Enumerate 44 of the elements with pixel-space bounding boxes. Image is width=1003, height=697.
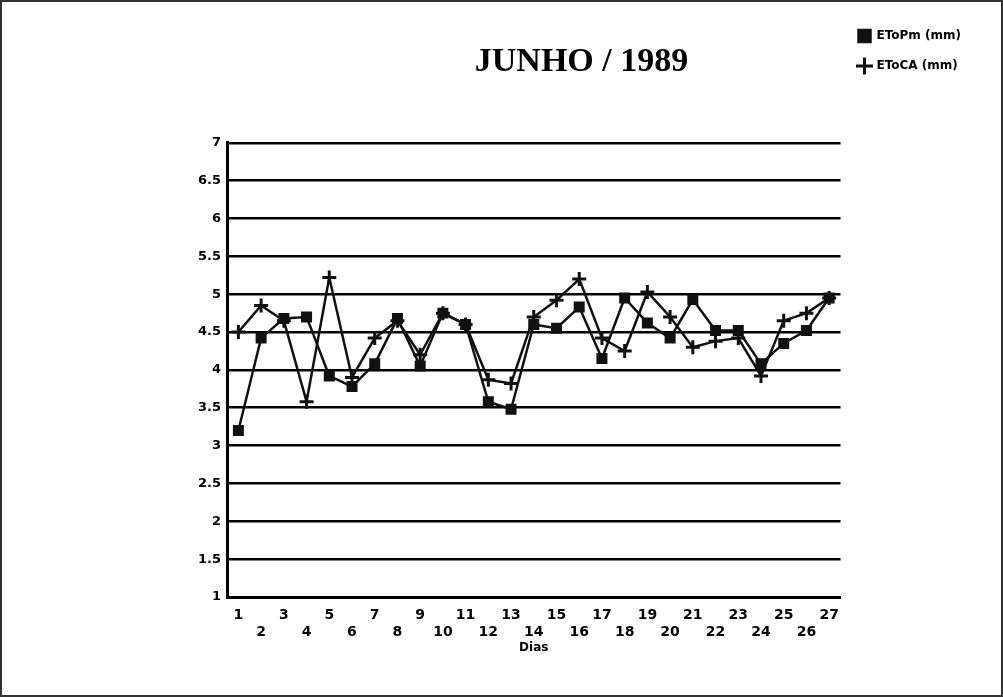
x-tick-label: 8	[392, 622, 403, 639]
y-tick-label: 1	[211, 588, 222, 604]
x-tick-label: 15	[546, 606, 567, 623]
x-axis-title: Dias	[519, 639, 549, 654]
x-tick-label: 6	[347, 622, 357, 639]
x-tick-label: 24	[751, 622, 771, 639]
x-tick-label: 25	[773, 606, 794, 623]
chart-title: JUNHO / 1989	[474, 41, 689, 79]
y-tick-label: 4.5	[198, 323, 222, 339]
x-tick-label: 23	[728, 606, 749, 623]
x-tick-label: 17	[592, 606, 612, 623]
x-tick-label: 22	[705, 622, 726, 639]
y-tick-label: 2.5	[198, 474, 222, 490]
x-tick-label: 9	[415, 606, 426, 623]
x-tick-label: 14	[524, 622, 544, 639]
x-tick-label: 20	[660, 622, 681, 639]
x-tick-label: 3	[278, 606, 289, 623]
legend-label: EToCA (mm)	[876, 58, 958, 73]
x-tick-label: 26	[796, 622, 817, 639]
x-tick-label: 5	[324, 606, 335, 623]
x-tick-label: 12	[478, 622, 499, 639]
x-tick-label: 1	[233, 606, 244, 623]
x-tick-label: 11	[455, 606, 476, 623]
y-tick-label: 5	[211, 285, 222, 301]
x-tick-label: 18	[614, 622, 635, 639]
x-tick-label: 27	[819, 606, 839, 623]
x-tick-label: 21	[683, 606, 703, 623]
x-tick-label: 4	[301, 622, 312, 639]
x-tick-label: 2	[256, 622, 266, 639]
y-tick-label: 6	[211, 209, 222, 225]
y-tick-label: 7	[211, 134, 222, 150]
x-tick-label: 16	[569, 622, 589, 639]
x-tick-label: 10	[433, 622, 453, 639]
y-tick-label: 3	[211, 436, 222, 452]
y-tick-label: 2	[211, 512, 222, 528]
x-tick-label: 19	[637, 606, 658, 623]
x-tick-label: 7	[369, 606, 380, 623]
legend-label: EToPm (mm)	[876, 28, 962, 43]
x-tick-label: 13	[501, 606, 521, 623]
y-tick-label: 4	[211, 361, 222, 377]
y-tick-label: 5.5	[198, 247, 222, 263]
y-tick-label: 3.5	[198, 399, 222, 415]
y-tick-label: 6.5	[198, 172, 222, 188]
y-tick-label: 1.5	[198, 550, 222, 566]
